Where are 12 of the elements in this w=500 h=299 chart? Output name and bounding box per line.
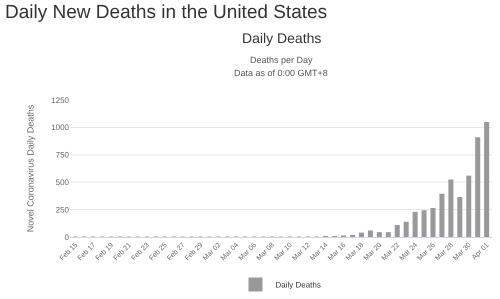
y-tick-label: 1000 (51, 123, 70, 132)
text: Deaths per Day (250, 55, 314, 65)
chart-title: Daily New Deaths in the United States (5, 2, 328, 23)
chart-subtitle: Daily Deaths (242, 30, 322, 46)
legend-label: Daily Deaths (276, 280, 321, 290)
y-axis-title: Novel Coronavirus Daily Deaths (26, 104, 36, 232)
y-tick-label: 1250 (51, 96, 70, 105)
text: Data as of 0:00 GMT+8 (234, 68, 328, 78)
y-tick-label: 750 (56, 150, 70, 160)
y-tick-label: 500 (56, 178, 70, 187)
y-tick-label: 0 (64, 232, 70, 242)
y-tick-label: 250 (56, 205, 70, 214)
